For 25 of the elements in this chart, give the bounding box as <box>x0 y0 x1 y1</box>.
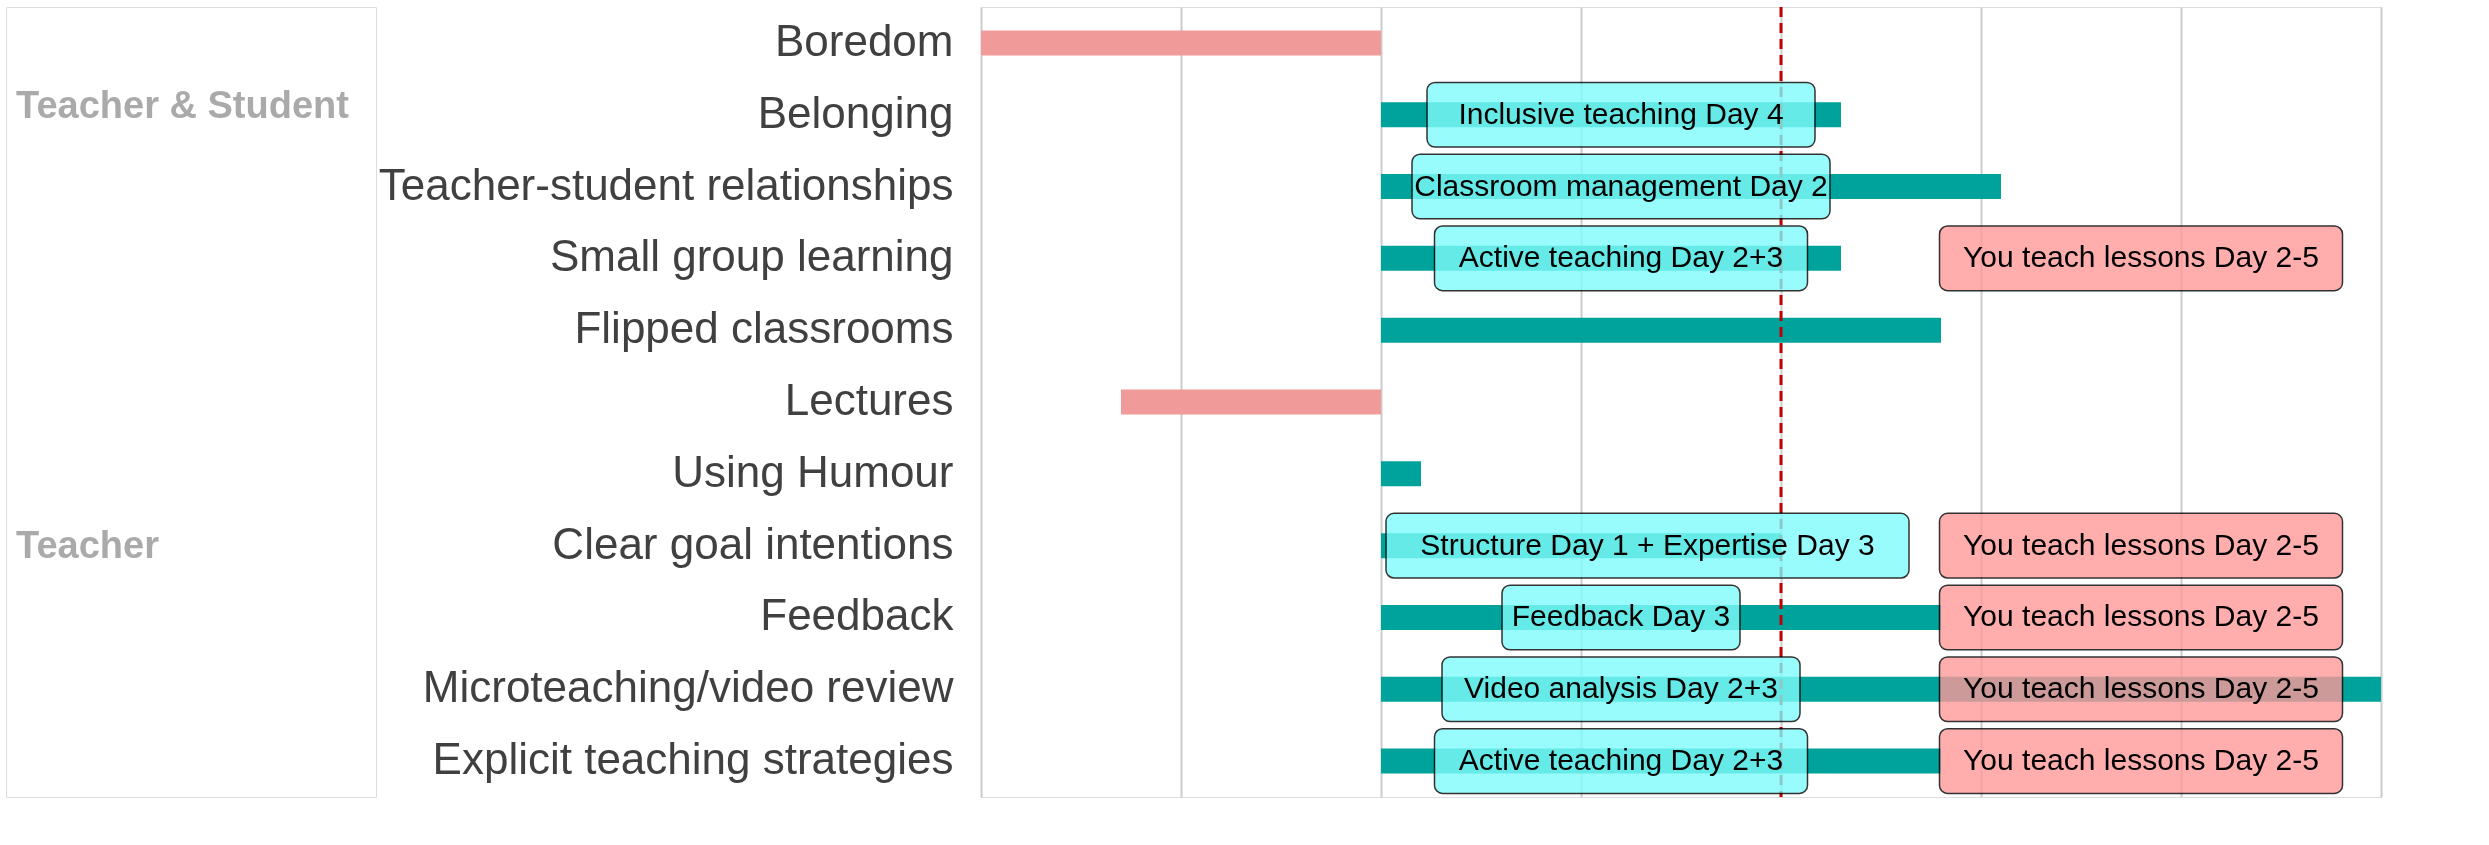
annotation: Classroom management Day 2 <box>1414 168 1828 202</box>
y-tick-label: Using Humour <box>672 446 954 496</box>
y-tick-label: Feedback <box>760 590 955 640</box>
y-tick-label: Teacher-student relationships <box>378 159 954 209</box>
annotation: Video analysis Day 2+3 <box>1464 671 1778 705</box>
annotation: Active teaching Day 2+3 <box>1458 743 1784 777</box>
annotation: Structure Day 1 + Expertise Day 3 <box>1420 527 1875 561</box>
annotation: You teach lessons Day 2-5 <box>1963 240 2319 274</box>
y-tick-label: Microteaching/video review <box>422 662 954 712</box>
text: Teacher & Student <box>16 84 350 126</box>
y-tick-label: Belonging <box>757 87 954 137</box>
annotation: You teach lessons Day 2-5 <box>1963 599 2319 633</box>
y-tick-label: Lectures <box>784 375 954 424</box>
annotation: You teach lessons Day 2-5 <box>1963 527 2319 561</box>
y-tick-label: Clear goal intentions <box>552 518 954 568</box>
annotation: Active teaching Day 2+3 <box>1458 240 1784 274</box>
y-tick-label: Small group learning <box>549 231 954 281</box>
y-tick-label: Explicit teaching strategies <box>432 734 954 784</box>
annotation: Inclusive teaching Day 4 <box>1458 96 1784 130</box>
text: Teacher <box>16 524 160 566</box>
annotation: You teach lessons Day 2-5 <box>1963 671 2319 705</box>
y-tick-label: Flipped classrooms <box>574 303 954 353</box>
y-tick-label: Boredom <box>774 15 954 65</box>
annotation: You teach lessons Day 2-5 <box>1963 743 2319 777</box>
annotation: Feedback Day 3 <box>1511 599 1731 633</box>
